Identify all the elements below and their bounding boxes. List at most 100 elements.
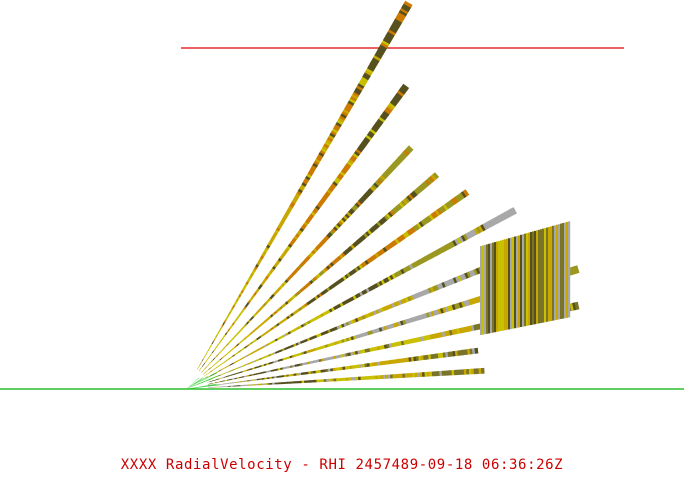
sweep-0-gate (368, 63, 377, 70)
sweep-0-gate (286, 207, 292, 213)
sweep-4-gate (404, 230, 411, 237)
sweep-5-gate (437, 247, 443, 255)
near-origin-return (186, 375, 218, 389)
echo-block-column (500, 240, 503, 331)
sweep-5-gate (395, 270, 402, 277)
sweep-3-gate (382, 216, 388, 223)
sweep-0-gate (369, 61, 378, 68)
sweep-2-gate (399, 152, 407, 160)
sweep-2-gate (343, 214, 349, 221)
sweep-1-gate (346, 160, 354, 167)
sweep-1-gate (333, 178, 340, 185)
echo-block-column (538, 229, 541, 324)
sweep-5-gate (484, 221, 491, 229)
sweep-7-gate (574, 265, 580, 274)
sweep-4-gate (378, 249, 384, 256)
sweep-9-gate (474, 347, 479, 354)
sweep-0-gate (374, 52, 383, 59)
sweep-5-gate (434, 249, 441, 256)
sweep-3-gate (341, 251, 347, 258)
sweep-7-gate (569, 266, 575, 276)
sweep-0-gate (312, 162, 319, 168)
sweep-2-gate (391, 161, 399, 169)
echo-block-column (568, 221, 571, 318)
sweep-5-gate (502, 211, 509, 220)
sweep-3-gate (411, 190, 419, 197)
sweep-4-gate (348, 270, 354, 276)
sweep-5-gate (465, 232, 472, 240)
sweep-1-gate (331, 182, 337, 189)
sweep-0-gate (397, 11, 407, 19)
sweep-4-gate (454, 195, 462, 203)
echo-block-column (480, 246, 483, 335)
sweep-2-gate (314, 245, 320, 251)
sweep-0-gate (310, 166, 316, 172)
sweep-3-gate (322, 268, 328, 273)
sweep-4-gate (364, 259, 370, 265)
sweep-6-gate (475, 267, 481, 275)
sweep-2-gate (341, 216, 347, 223)
sweep-0-gate (395, 15, 404, 23)
sweep-3-gate (391, 207, 398, 215)
echo-block-column (486, 244, 489, 334)
sweep-0-gate (401, 5, 411, 13)
sweep-4-gate (372, 253, 378, 260)
echo-block-column (488, 243, 491, 334)
echo-block-column (534, 230, 537, 325)
sweep-1-gate (305, 218, 311, 224)
sweep-0-gate (323, 142, 330, 149)
sweep-0-gate (285, 209, 291, 215)
sweep-3-gate (326, 264, 331, 270)
sweep-3-gate (430, 173, 438, 181)
sweep-0-gate (381, 39, 390, 47)
sweep-4-gate (430, 212, 437, 219)
sweep-3-gate (346, 247, 352, 253)
sweep-3-gate (387, 211, 394, 218)
sweep-3-gate (397, 203, 404, 210)
sweep-4-gate (446, 200, 453, 208)
sweep-1-gate (342, 166, 349, 173)
sweep-0-gate (305, 175, 311, 181)
sweep-2-gate (366, 189, 373, 196)
echo-block-column (510, 237, 513, 329)
sweep-3-gate (363, 232, 369, 238)
sweep-0-gate (391, 22, 401, 30)
sweep-5-gate (378, 280, 384, 286)
sweep-2-gate (316, 244, 322, 249)
sweep-0-gate (351, 93, 359, 100)
sweep-6-gate (414, 293, 419, 299)
sweep-2-gate (311, 249, 317, 255)
sweep-1-gate (303, 220, 309, 226)
sweep-3-gate (383, 214, 390, 221)
sweep-3-gate (370, 225, 377, 232)
sweep-0-gate (331, 127, 339, 134)
sweep-1-gate (313, 206, 320, 212)
sweep-6-gate (443, 280, 449, 287)
sweep-6-gate (466, 271, 472, 278)
sweep-5-gate (452, 239, 458, 247)
sweep-3-gate (428, 175, 436, 183)
sweep-4-gate (410, 226, 417, 233)
sweep-5-gate (365, 287, 371, 293)
sweep-6-gate (441, 281, 447, 288)
sweep-2-gate (374, 180, 382, 187)
sweep-3-gate (333, 258, 339, 264)
sweep-3-gate (374, 222, 381, 229)
sweep-1-gate (348, 158, 355, 165)
sweep-3-gate (329, 261, 335, 267)
sweep-3-gate (402, 198, 409, 205)
sweep-1-gate (355, 148, 362, 155)
sweep-0-gate (386, 30, 395, 38)
echo-block-column (502, 239, 505, 331)
sweep-3-gate (426, 177, 434, 184)
sweep-0-gate (299, 185, 305, 191)
sweep-0-gate (337, 117, 345, 123)
sweep-5-gate (493, 216, 500, 225)
sweep-4-gate (382, 246, 388, 253)
sweep-0-gate (290, 200, 296, 206)
sweep-1-gate (341, 168, 348, 175)
echo-block-column (496, 241, 499, 332)
sweep-1-gate (329, 184, 336, 191)
sweep-0-gate (316, 155, 323, 162)
echo-block-column (530, 232, 533, 325)
